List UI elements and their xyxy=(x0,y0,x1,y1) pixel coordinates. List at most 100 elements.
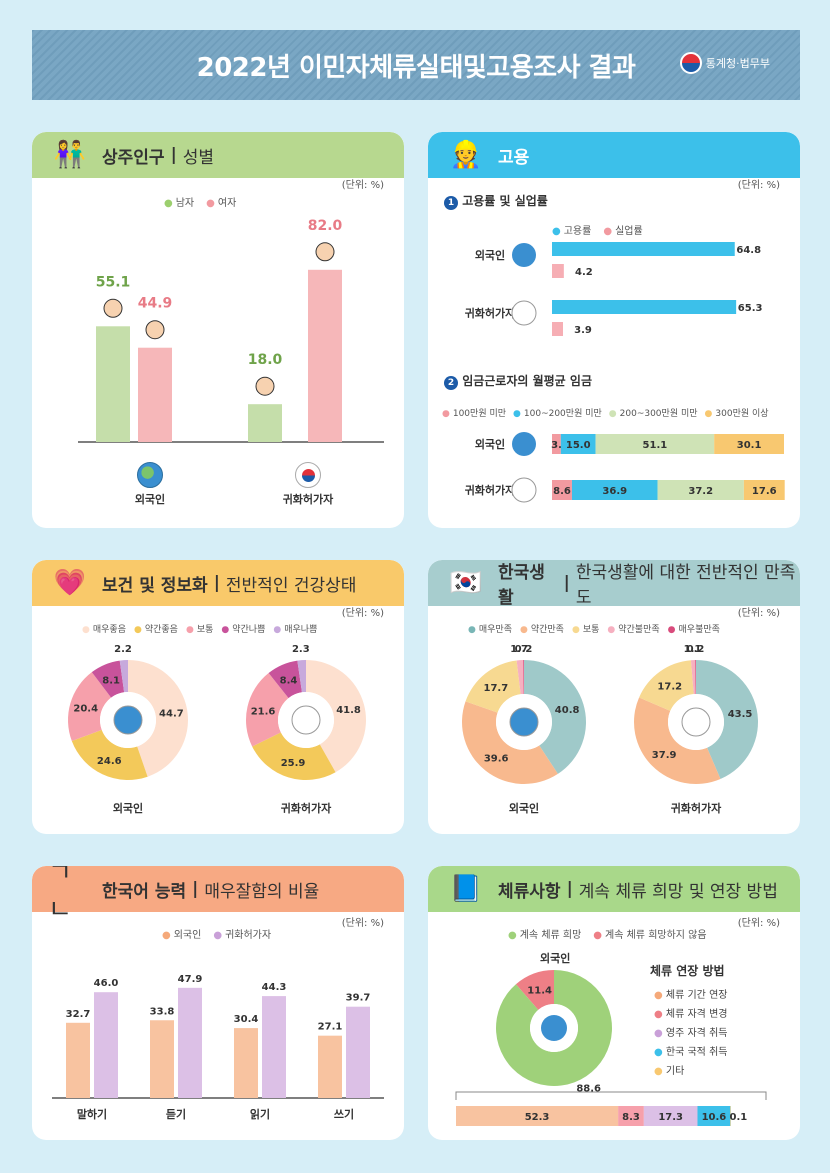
bar xyxy=(234,1028,258,1098)
health-panel: 💗 보건 및 정보화 | 전반적인 건강상태 (단위: %) 매우좋음 약간좋음… xyxy=(32,560,404,834)
gender-chart: 55.1 44.9 18.0 82.0 xyxy=(78,218,384,443)
data-label: 47.9 xyxy=(178,974,203,985)
title-bar: 2022년 이민자체류실태및고용조사 결과 통계청·법무부 xyxy=(32,30,800,100)
employment-panel-header: 👷 고용 xyxy=(428,132,800,178)
pie-slice xyxy=(515,970,554,1010)
pie-slice xyxy=(639,660,694,711)
pie-slice xyxy=(268,660,302,699)
stacked-segment xyxy=(697,1106,731,1126)
data-label: 8.6 xyxy=(553,486,571,497)
data-label: 39.6 xyxy=(484,753,509,764)
bar xyxy=(346,1006,370,1098)
korea-flag-icon xyxy=(295,462,321,488)
stay-method-list: ● 체류 기간 연장 ● 체류 자격 변경 ● 영주 자격 취득 ● 한국 국적… xyxy=(654,986,727,1081)
wage-segment xyxy=(714,434,784,454)
stay-legend: 계속 체류 희망 계속 체류 희망하지 않음 xyxy=(508,926,707,941)
method-item: ● 영주 자격 취득 xyxy=(654,1028,728,1039)
data-label: 27.1 xyxy=(318,1022,343,1033)
taegeuk-logo-icon xyxy=(679,52,702,74)
stay-chart: 11.4 88.6 52.3 8.3 17.3 10.6 0.1 xyxy=(455,970,767,1126)
data-label: 37.9 xyxy=(652,750,677,761)
employment-legend2: 100만원 미만 100~200만원 미만 200~300만원 미만 300만원… xyxy=(442,406,769,419)
globe-icon xyxy=(509,707,539,737)
data-label: 4.2 xyxy=(575,267,593,278)
group-label: 귀화허가자 xyxy=(671,801,722,815)
globe-icon xyxy=(512,432,536,456)
group-label: 귀화허가자 xyxy=(465,483,516,497)
globe-icon xyxy=(541,1015,567,1041)
org-name: 통계청·법무부 xyxy=(705,57,770,70)
gender-group-naturalized: 귀화허가자 xyxy=(268,462,348,507)
employment-unit: (단위: %) xyxy=(737,180,780,191)
data-label: 25.9 xyxy=(281,758,306,769)
gender-panel: 👫 상주인구 | 성별 (단위: %) 남자 여자 55.1 44.9 18.0 82… xyxy=(32,132,404,528)
data-label: 30.1 xyxy=(737,440,762,451)
korea-flag-icon xyxy=(511,300,537,326)
pie-slice xyxy=(696,660,758,779)
data-label: 17.3 xyxy=(658,1112,683,1123)
data-label: 52.3 xyxy=(525,1112,550,1123)
data-label: 32.7 xyxy=(66,1009,91,1020)
method-item: ● 체류 기간 연장 xyxy=(654,990,728,1001)
pie-slice xyxy=(516,660,524,695)
data-label: 18.0 xyxy=(248,352,283,368)
stacked-segment xyxy=(643,1106,698,1126)
life-unit: (단위: %) xyxy=(737,608,780,619)
life-chart: 40.839.617.71.70.2외국인43.537.917.21.10.2귀… xyxy=(462,644,758,815)
data-label: 21.6 xyxy=(251,706,276,717)
wage-segment xyxy=(571,480,658,500)
data-label: 33.8 xyxy=(150,1006,175,1017)
passport-icon: 📘 xyxy=(449,874,483,904)
bracket xyxy=(455,1091,767,1100)
data-label: 37.2 xyxy=(688,486,713,497)
data-label: 44.3 xyxy=(262,982,287,993)
bar-employment xyxy=(552,242,735,256)
pie-slice xyxy=(119,660,128,693)
person-icon xyxy=(145,320,165,340)
data-label: 20.4 xyxy=(73,704,98,715)
stay-group-label: 외국인 xyxy=(540,952,571,965)
korean-legend: 외국인 귀화허가자 xyxy=(162,926,271,941)
data-label: 46.0 xyxy=(94,978,119,989)
pie-slice xyxy=(297,660,306,693)
group-label: 귀화허가자 xyxy=(281,801,332,815)
data-label: 17.6 xyxy=(752,486,777,497)
life-panel: 🇰🇷 한국생활 | 한국생활에 대한 전반적인 만족도 (단위: %) 매우만족… xyxy=(428,560,800,834)
life-panel-header: 🇰🇷 한국생활 | 한국생활에 대한 전반적인 만족도 xyxy=(428,560,800,608)
data-label: 11.4 xyxy=(527,986,552,997)
legend-female: 여자 xyxy=(206,194,236,209)
life-title: 한국생활 xyxy=(498,563,545,608)
bar-female xyxy=(138,347,172,442)
pie-slice xyxy=(71,729,148,780)
pie-slice xyxy=(91,660,125,698)
bar-female xyxy=(308,269,342,442)
korea-flag-icon xyxy=(291,705,321,735)
wage-segment xyxy=(552,480,572,500)
data-label: 15.0 xyxy=(566,440,591,451)
stacked-segment xyxy=(456,1106,619,1126)
bar-unemployment xyxy=(552,264,564,278)
data-label: 40.8 xyxy=(555,705,580,716)
health-title: 보건 및 정보화 xyxy=(102,575,208,596)
stay-panel-header: 📘 체류사항 | 계속 체류 희망 및 연장 방법 xyxy=(428,866,800,912)
pie-slice xyxy=(68,672,112,742)
bar-unemployment xyxy=(552,322,563,336)
gender-legend: 남자 여자 xyxy=(164,194,237,209)
data-label: 0.2 xyxy=(515,644,533,655)
korea-flag-icon: 🇰🇷 xyxy=(449,568,483,598)
data-label: 39.7 xyxy=(346,993,371,1004)
method-item: ● 한국 국적 취득 xyxy=(654,1047,728,1058)
people-icon: 👫 xyxy=(53,140,87,170)
stay-subtitle: 계속 체류 희망 및 연장 방법 xyxy=(578,881,778,902)
bar-male xyxy=(96,326,130,442)
pie-slice xyxy=(306,660,366,773)
korean-chart: 32.7 46.0 말하기 33.8 47.9 듣기 30.4 44.3 읽기 27.1 39.7 쓰… xyxy=(52,974,384,1121)
category-label: 읽기 xyxy=(250,1107,270,1121)
life-subtitle: 한국생활에 대한 전반적인 만족도 xyxy=(575,563,796,608)
data-label: 8.1 xyxy=(102,675,120,686)
heartbeat-icon: 💗 xyxy=(53,568,87,598)
group-label: 외국인 xyxy=(509,801,539,815)
stacked-segment xyxy=(730,1106,731,1126)
data-label: 17.7 xyxy=(484,683,509,694)
korea-flag-icon xyxy=(681,707,711,737)
